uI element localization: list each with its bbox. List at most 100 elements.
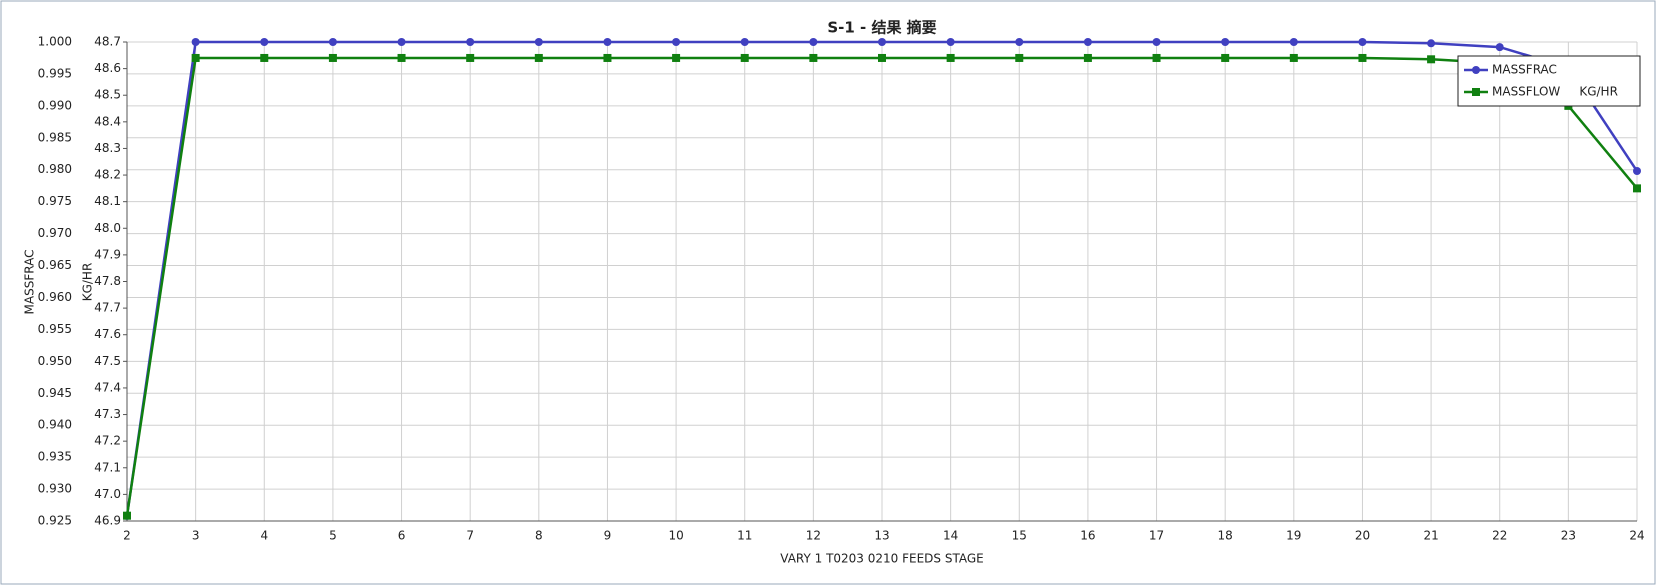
marker [1152, 53, 1161, 62]
x-tick-label: 14 [943, 529, 958, 543]
y2-tick-label: 47.2 [94, 434, 121, 448]
marker [1358, 53, 1367, 62]
marker [1633, 167, 1641, 176]
x-tick-label: 16 [1080, 529, 1095, 543]
y2-tick-label: 48.7 [94, 35, 121, 49]
marker [191, 53, 200, 62]
x-tick-label: 5 [329, 529, 337, 543]
marker [123, 511, 131, 520]
marker [672, 38, 681, 46]
y-tick-label: 0.950 [38, 354, 72, 368]
legend [1457, 55, 1641, 107]
y2-tick-label: 47.1 [94, 460, 121, 474]
marker [1495, 43, 1504, 52]
y-tick-label: 0.955 [38, 322, 72, 336]
x-tick-label: 23 [1561, 529, 1576, 543]
y-tick-label: 0.940 [38, 418, 72, 432]
marker [397, 53, 406, 62]
y-tick-label: 0.930 [38, 482, 72, 496]
y2-tick-label: 47.4 [94, 380, 121, 394]
x-tick-label: 20 [1355, 529, 1370, 543]
x-tick-label: 6 [398, 529, 406, 543]
marker [1427, 55, 1436, 64]
marker [397, 38, 406, 46]
legend-label: MASSFLOW KG/HR [1492, 85, 1618, 99]
marker [878, 53, 886, 62]
y2-tick-label: 48.6 [94, 61, 121, 75]
y2-tick-label: 47.0 [94, 487, 121, 501]
marker [603, 53, 612, 62]
marker [1221, 38, 1230, 46]
y-tick-label: 0.970 [38, 226, 72, 240]
marker [1289, 38, 1298, 46]
y2-tick-label: 48.1 [94, 194, 121, 208]
y-tick-label: 0.990 [38, 98, 72, 112]
y-tick-label: 0.995 [38, 66, 72, 80]
marker [1015, 53, 1024, 62]
y2-tick-label: 47.5 [94, 354, 121, 368]
x-tick-label: 10 [668, 529, 683, 543]
marker [534, 53, 543, 62]
y-tick-label: 0.945 [38, 386, 72, 400]
x-tick-label: 19 [1286, 529, 1301, 543]
marker [1289, 53, 1298, 62]
x-tick-label: 2 [123, 529, 131, 543]
x-axis-label: VARY 1 T0203 0210 FEEDS STAGE [780, 552, 983, 566]
marker [1083, 38, 1092, 46]
x-tick-label: 15 [1012, 529, 1027, 543]
marker [466, 53, 475, 62]
marker [809, 38, 818, 46]
marker [1427, 39, 1436, 48]
marker [1221, 53, 1230, 62]
y-tick-label: 0.985 [38, 130, 72, 144]
y-tick-label: 0.935 [38, 450, 72, 464]
y2-tick-label: 47.9 [94, 247, 121, 261]
marker [328, 53, 337, 62]
y-axis-label: MASSFRAC [23, 250, 37, 315]
marker [946, 38, 955, 46]
marker [1083, 53, 1092, 62]
marker [740, 38, 749, 46]
marker [1152, 38, 1161, 46]
marker [260, 38, 269, 46]
legend-label: MASSFRAC [1492, 63, 1557, 77]
y-tick-label: 0.925 [38, 514, 72, 528]
y2-tick-label: 47.3 [94, 407, 121, 421]
marker [1358, 38, 1367, 46]
y-tick-label: 0.975 [38, 194, 72, 208]
y2-tick-label: 47.8 [94, 274, 121, 288]
x-tick-label: 12 [806, 529, 821, 543]
y2-tick-label: 48.5 [94, 88, 121, 102]
marker [672, 53, 681, 62]
y-tick-label: 1.000 [38, 35, 72, 49]
marker [191, 38, 200, 46]
legend-marker [1472, 88, 1480, 96]
marker [1633, 184, 1641, 193]
y-tick-label: 0.960 [38, 290, 72, 304]
marker [466, 38, 475, 46]
x-tick-label: 13 [874, 529, 889, 543]
x-tick-label: 17 [1149, 529, 1164, 543]
x-tick-label: 9 [604, 529, 612, 543]
x-tick-label: 21 [1423, 529, 1438, 543]
x-tick-label: 3 [192, 529, 200, 543]
x-tick-label: 11 [737, 529, 752, 543]
marker [534, 38, 543, 46]
y2-tick-label: 48.2 [94, 168, 121, 182]
x-tick-label: 7 [466, 529, 474, 543]
x-tick-label: 8 [535, 529, 543, 543]
y2-tick-label: 46.9 [94, 514, 121, 528]
y2-tick-label: 48.3 [94, 141, 121, 155]
x-tick-label: 22 [1492, 529, 1507, 543]
marker [878, 38, 886, 46]
marker [1015, 38, 1024, 46]
y2-tick-label: 48.4 [94, 114, 121, 128]
marker [260, 53, 269, 62]
y2-tick-label: 47.7 [94, 301, 121, 315]
marker [809, 53, 818, 62]
x-tick-label: 24 [1629, 529, 1644, 543]
marker [740, 53, 749, 62]
marker [946, 53, 955, 62]
x-tick-label: 4 [260, 529, 268, 543]
